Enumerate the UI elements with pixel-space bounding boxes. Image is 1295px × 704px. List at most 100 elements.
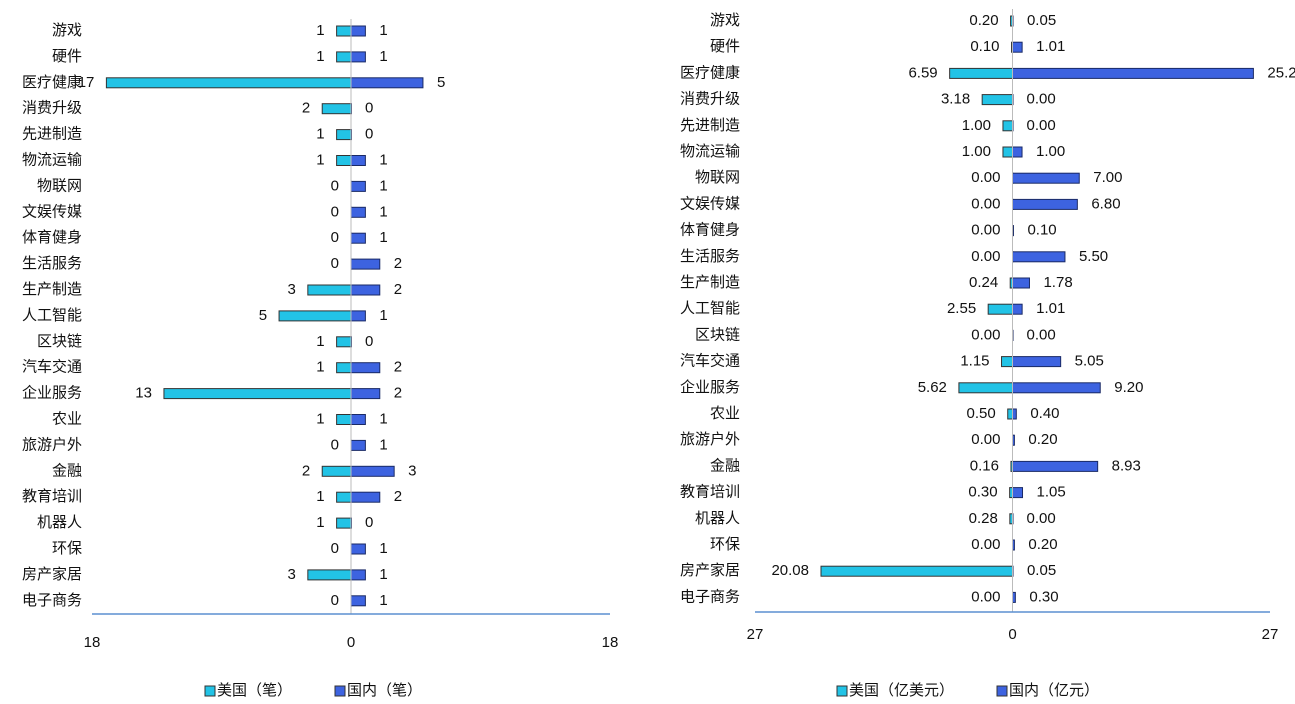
data-label: 1 [379, 410, 387, 427]
category-label: 游戏 [710, 12, 740, 29]
data-label: 1 [316, 22, 324, 39]
data-label: 0.00 [1027, 510, 1056, 527]
bar [350, 206, 366, 218]
data-label: 1 [379, 229, 387, 246]
bar [350, 310, 366, 322]
bar [350, 258, 381, 270]
data-label: 1.00 [962, 143, 991, 160]
bar [1012, 303, 1023, 315]
data-label: 0 [331, 203, 339, 220]
bar [1012, 487, 1024, 499]
bar [350, 388, 381, 400]
data-label: 0.00 [1027, 326, 1056, 343]
bar [350, 284, 381, 296]
data-label: 3 [408, 462, 416, 479]
data-label: 20.08 [771, 562, 809, 579]
data-label: 0.30 [1029, 588, 1058, 605]
bar [321, 103, 352, 115]
data-label: 0.05 [1027, 562, 1056, 579]
data-label: 2 [394, 488, 402, 505]
bar [336, 155, 352, 166]
category-label: 企业服务 [22, 384, 82, 402]
data-label: 0 [365, 514, 373, 531]
data-label: 1 [316, 514, 324, 531]
data-label: 1.01 [1036, 38, 1065, 55]
data-label: 0.20 [1028, 431, 1057, 448]
data-label: 3 [287, 566, 295, 583]
data-label: 0.00 [971, 195, 1000, 212]
data-label: 5.62 [918, 379, 947, 396]
legend-swatch [996, 685, 1008, 697]
data-label: 0 [365, 100, 373, 117]
data-label: 1 [316, 151, 324, 168]
category-label: 生活服务 [680, 248, 740, 265]
bar [350, 155, 366, 166]
data-label: 1 [379, 592, 387, 609]
data-label: 0 [331, 255, 339, 272]
category-label: 教育培训 [22, 488, 82, 505]
data-label: 1.15 [960, 353, 989, 370]
bar [336, 362, 352, 374]
data-label: 1 [316, 410, 324, 427]
category-label: 汽车交通 [680, 352, 740, 370]
data-label: 1 [379, 177, 387, 194]
data-label: 0.00 [971, 222, 1000, 239]
category-label: 区块链 [695, 326, 740, 343]
data-label: 1 [316, 359, 324, 376]
category-label: 先进制造 [680, 117, 740, 134]
bar [163, 388, 352, 400]
data-label: 2 [302, 462, 310, 479]
data-label: 17 [78, 74, 95, 91]
bar [350, 543, 366, 555]
data-label: 1 [379, 307, 387, 324]
bar [350, 465, 395, 477]
data-label: 2 [302, 100, 310, 117]
data-label: 3 [287, 281, 295, 298]
data-label: 0 [331, 177, 339, 194]
bar [278, 310, 352, 322]
category-label: 物流运输 [680, 143, 740, 160]
data-label: 2 [394, 281, 402, 298]
category-label: 先进制造 [22, 126, 82, 143]
data-label: 0.16 [970, 457, 999, 474]
data-label: 0.20 [969, 12, 998, 29]
data-label: 1 [316, 126, 324, 143]
category-label: 区块链 [37, 333, 82, 350]
bar [1012, 67, 1254, 79]
category-label: 房产家居 [22, 566, 82, 583]
category-label: 旅游户外 [680, 431, 740, 448]
category-label: 消费升级 [22, 100, 82, 117]
bar [336, 491, 352, 503]
data-label: 5 [259, 307, 267, 324]
bar [307, 569, 352, 581]
category-label: 金融 [52, 462, 82, 479]
data-label: 0.10 [970, 38, 999, 55]
bar [350, 491, 381, 503]
data-label: 5.05 [1075, 353, 1104, 370]
bar [1012, 408, 1017, 420]
bar [350, 595, 366, 607]
data-label: 0.30 [968, 484, 997, 501]
data-label: 2.55 [947, 300, 976, 317]
legend-label: 美国（笔） [217, 682, 292, 699]
data-label: 1 [379, 436, 387, 453]
bar [949, 67, 1014, 79]
x-tick-label: 0 [347, 634, 355, 651]
bar [1012, 277, 1030, 289]
category-label: 汽车交通 [22, 358, 82, 376]
data-label: 0.00 [971, 326, 1000, 343]
category-label: 环保 [710, 536, 740, 553]
data-label: 1.00 [1036, 143, 1065, 160]
data-label: 0.20 [1028, 536, 1057, 553]
bar [350, 77, 424, 89]
bar [1002, 120, 1013, 132]
category-label: 房产家居 [680, 562, 740, 579]
category-label: 农业 [52, 410, 82, 427]
data-label: 2 [394, 255, 402, 272]
x-tick-label: 0 [1008, 626, 1016, 643]
bar [350, 439, 366, 451]
category-label: 消费升级 [680, 91, 740, 108]
data-label: 7.00 [1093, 169, 1122, 186]
x-tick-label: 27 [1262, 626, 1279, 643]
